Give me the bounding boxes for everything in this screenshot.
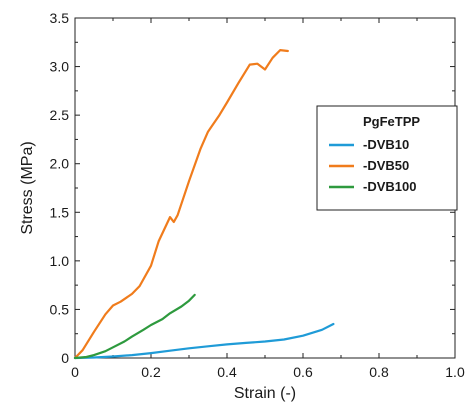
y-tick-label: 3.5 [50, 10, 70, 26]
x-tick-label: 0.4 [217, 364, 237, 380]
x-axis-title: Strain (-) [234, 385, 296, 402]
x-tick-label: 0.2 [141, 364, 161, 380]
legend-entry: -DVB50 [363, 158, 409, 173]
y-tick-label: 2.5 [50, 107, 70, 123]
legend-title: PgFeTPP [363, 114, 420, 129]
legend-entry: -DVB10 [363, 137, 409, 152]
x-tick-label: 0 [71, 364, 79, 380]
series-line-dvb100 [73, 293, 196, 360]
y-tick-label: 1.0 [50, 253, 70, 269]
legend-box [316, 105, 458, 211]
x-tick-label: 1.0 [445, 364, 465, 380]
y-tick-label: 3.0 [50, 59, 70, 75]
y-axis-title: Stress (MPa) [19, 141, 36, 234]
series-line-dvb50 [73, 48, 289, 360]
x-tick-label: 0.6 [293, 364, 313, 380]
y-tick-label: 2.0 [50, 156, 70, 172]
legend: PgFeTPP -DVB10 -DVB50 -DVB100 [316, 105, 458, 211]
series-lines [73, 48, 335, 360]
y-tick-label: 1.5 [50, 204, 70, 220]
legend-entry: -DVB100 [363, 179, 416, 194]
x-tick-label: 0.8 [369, 364, 389, 380]
series-line-dvb10 [73, 322, 335, 360]
y-tick-label: 0 [61, 350, 69, 366]
y-tick-label: 0.5 [50, 301, 70, 317]
